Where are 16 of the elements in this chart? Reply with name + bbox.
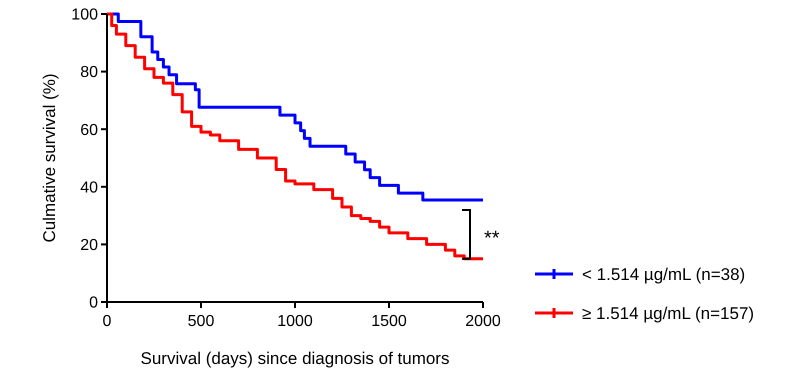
x-tick-label: 1500	[371, 313, 407, 330]
y-tick-label: 20	[80, 237, 98, 254]
x-tick-label: 2000	[465, 313, 501, 330]
x-tick-label: 500	[188, 313, 214, 330]
x-tick-label: 1000	[277, 313, 313, 330]
legend-label: < 1.514 µg/mL (n=38)	[582, 264, 746, 284]
y-tick-label: 0	[89, 294, 98, 312]
y-tick-label: 40	[80, 179, 98, 196]
y-tick-label: 100	[71, 6, 98, 24]
y-axis-title: Culmative survival (%)	[40, 73, 59, 243]
x-axis-title: Survival (days) since diagnosis of tumors	[140, 349, 450, 368]
y-tick-label: 60	[80, 122, 98, 139]
text: **	[484, 227, 500, 250]
legend-label: ≥ 1.514 µg/mL (n=157)	[582, 304, 754, 323]
x-tick-label: 0	[102, 313, 112, 330]
y-tick-label: 80	[80, 64, 98, 82]
